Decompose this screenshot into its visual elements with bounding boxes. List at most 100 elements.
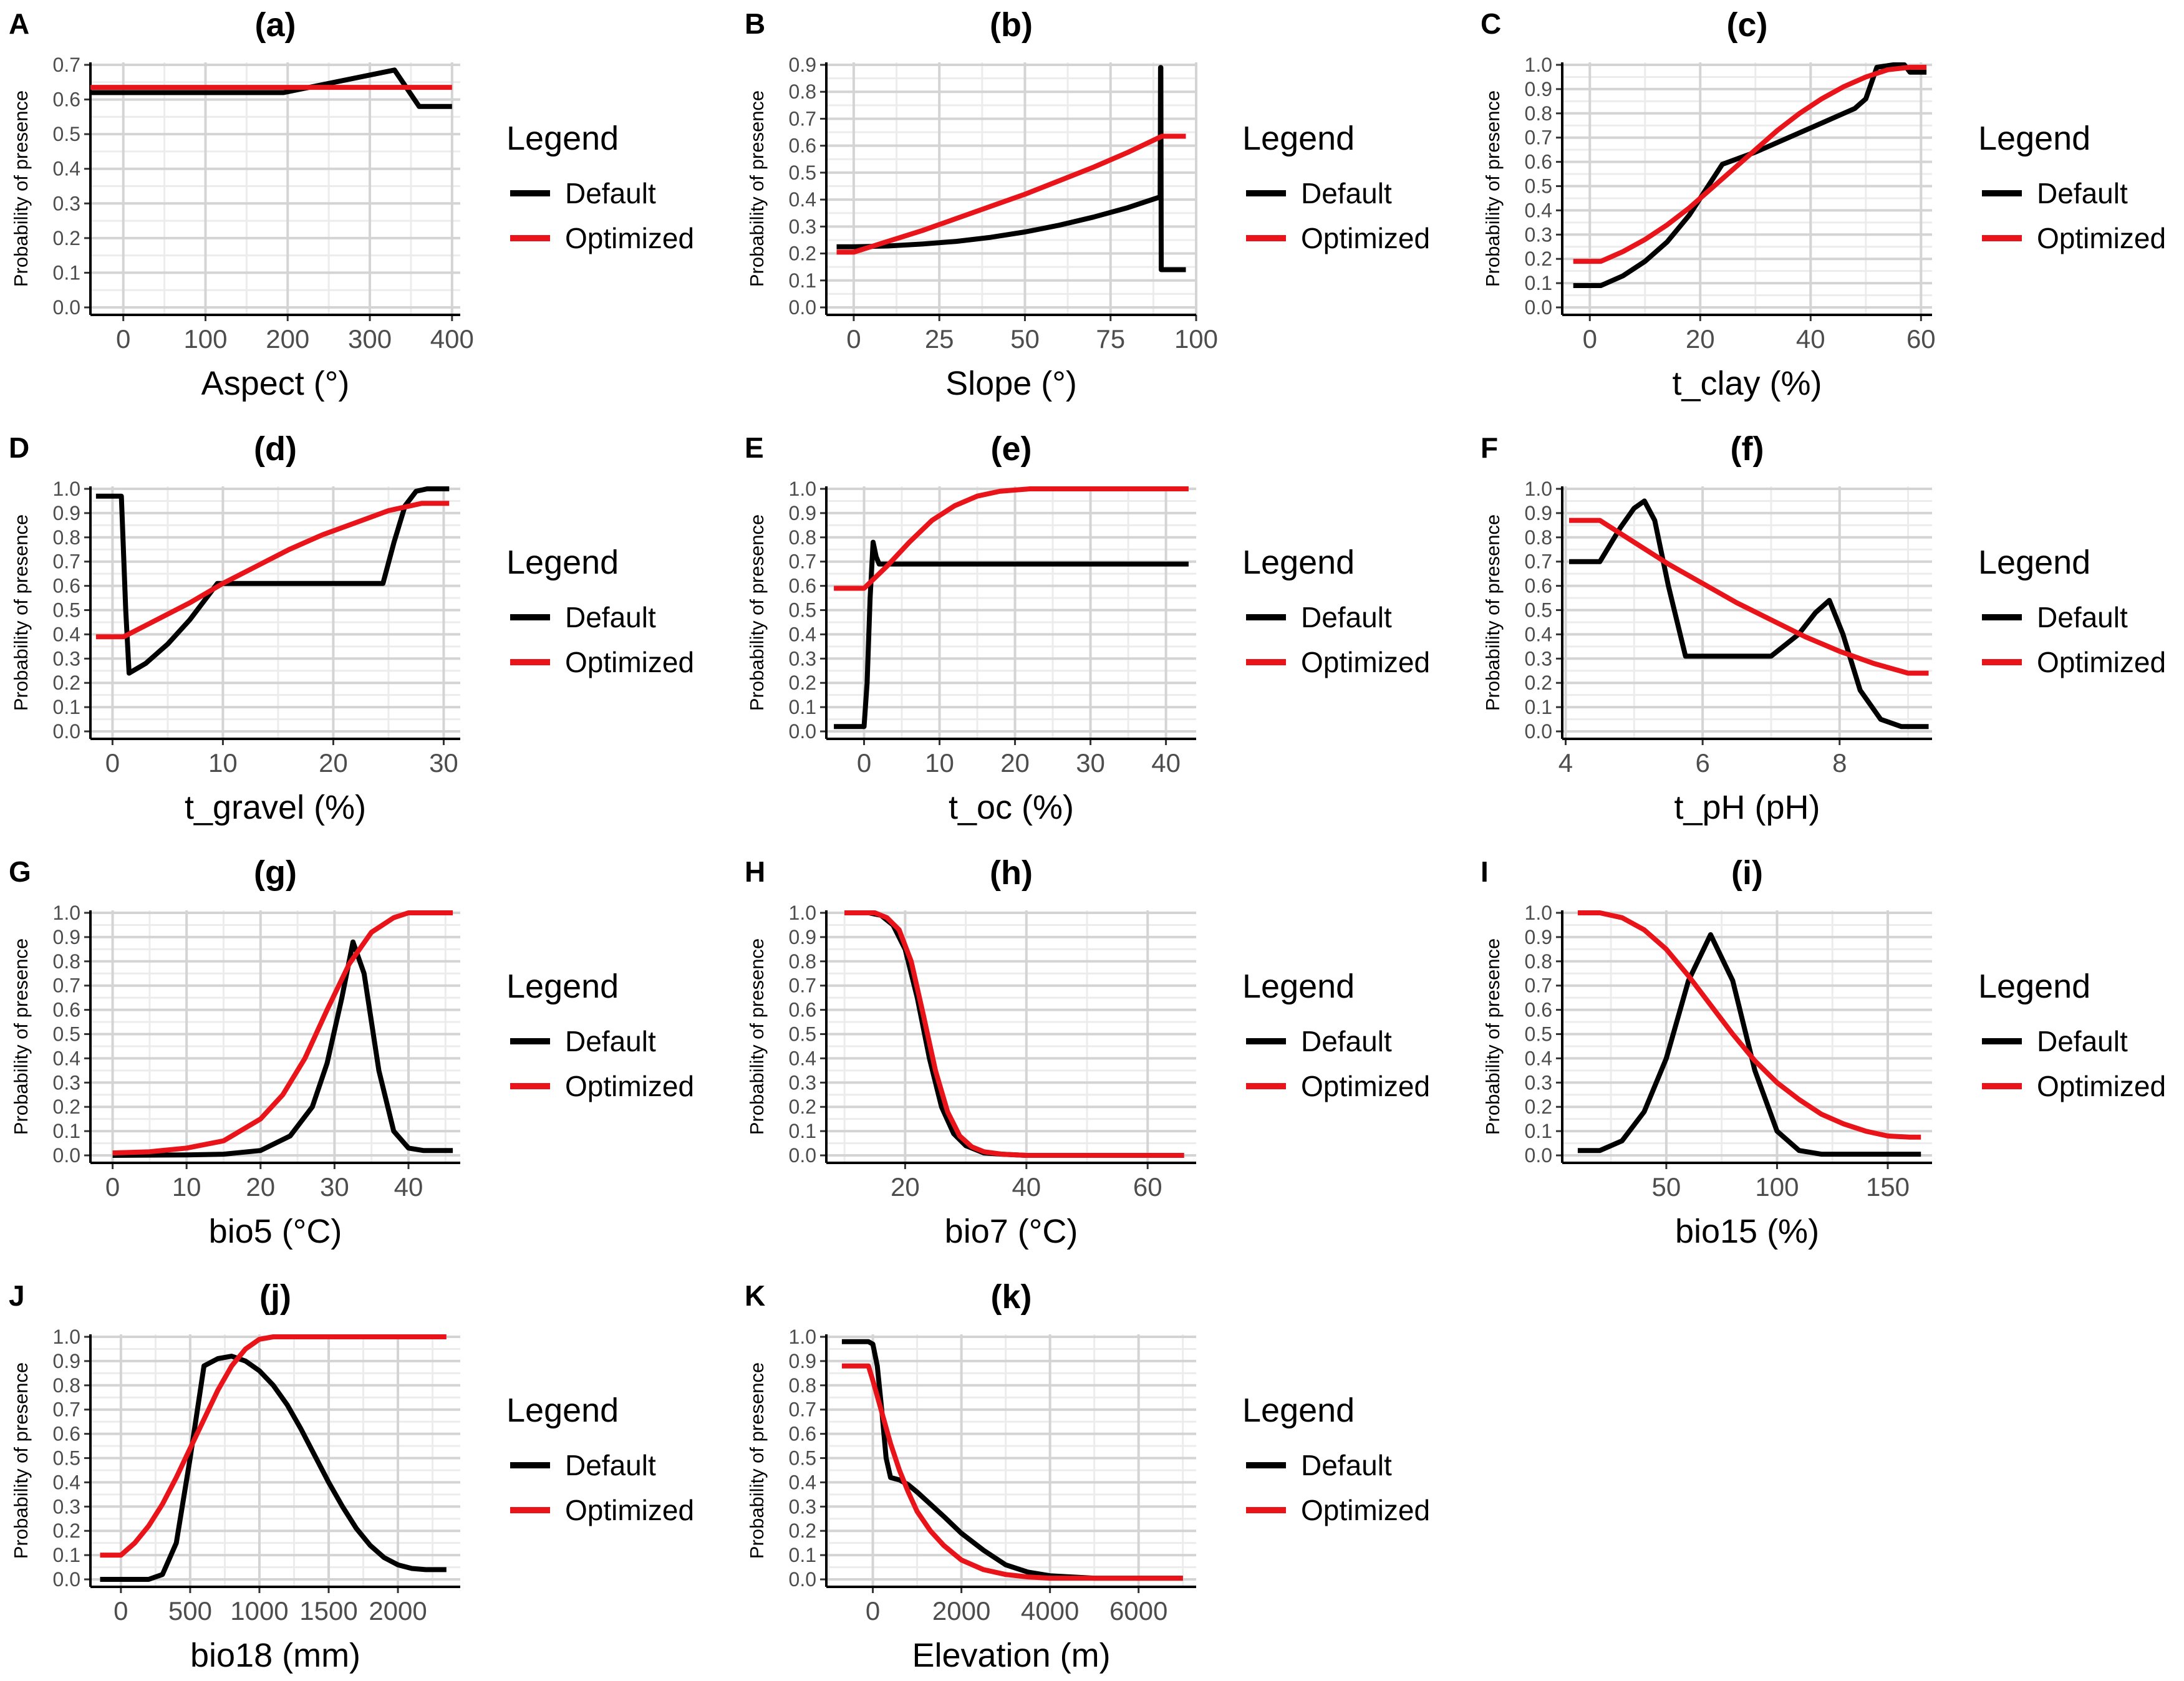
y-tick-label: 0.9: [1525, 926, 1552, 948]
y-axis-label: Probability of presence: [1482, 514, 1504, 711]
legend: Legend Default Optimized: [506, 120, 694, 254]
y-tick-label: 0.1: [1525, 272, 1552, 294]
legend: Legend Default Optimized: [1242, 1392, 1430, 1526]
y-tick-label: 0.8: [789, 80, 816, 103]
x-tick-label: 20: [1000, 748, 1030, 778]
y-tick-label: 0.6: [789, 135, 816, 157]
x-tick-label: 20: [246, 1172, 275, 1202]
x-tick-label: 0: [105, 748, 120, 778]
panel-letter: H: [745, 855, 765, 888]
x-tick-label: 0: [857, 748, 871, 778]
y-tick-label: 0.5: [53, 599, 80, 622]
y-tick-label: 0.0: [1525, 1144, 1552, 1167]
x-tick-label: 0: [105, 1172, 120, 1202]
legend: Legend Default Optimized: [1242, 968, 1430, 1102]
y-axis-label: Probability of presence: [10, 90, 32, 287]
x-tick-label: 150: [1866, 1172, 1910, 1202]
series-line-optimized: [1573, 64, 1927, 264]
y-tick-label: 0.5: [1525, 599, 1552, 622]
x-tick-label: 30: [1076, 748, 1105, 778]
y-tick-label: 0.0: [53, 720, 80, 743]
y-tick-label: 0.4: [789, 188, 816, 211]
y-tick-label: 0.8: [53, 1374, 80, 1397]
x-axis-label: Aspect (°): [201, 365, 350, 402]
y-axis-label: Probability of presence: [10, 514, 32, 711]
legend-label-default: Default: [1301, 1449, 1392, 1481]
y-tick-label: 0.1: [53, 1120, 80, 1142]
series-line-default: [95, 486, 450, 676]
y-tick-label: 0.1: [53, 696, 80, 718]
x-tick-label: 40: [1151, 748, 1181, 778]
y-tick-label: 0.7: [789, 1399, 816, 1421]
y-tick-label: 1.0: [789, 1326, 816, 1348]
y-tick-label: 0.5: [1525, 175, 1552, 198]
y-tick-label: 0.5: [789, 161, 816, 184]
panel-letter: A: [9, 7, 29, 40]
panel-title: (c): [1727, 6, 1768, 44]
y-tick-label: 0.9: [1525, 502, 1552, 524]
y-tick-label: 0.3: [789, 647, 816, 670]
series-line-optimized: [836, 133, 1186, 255]
x-tick-label: 40: [1796, 324, 1825, 354]
series-line-optimized: [844, 910, 1184, 1158]
x-tick-label: 20: [319, 748, 348, 778]
y-tick-label: 0.6: [1525, 575, 1552, 597]
x-tick-label: 25: [925, 324, 954, 354]
panel-letter: F: [1481, 431, 1498, 464]
y-axis-label: Probability of presence: [746, 514, 768, 711]
y-tick-label: 0.5: [1525, 1023, 1552, 1046]
x-tick-label: 0: [116, 324, 130, 354]
x-tick-label: 20: [1686, 324, 1715, 354]
legend-title: Legend: [506, 120, 619, 157]
legend: Legend Default Optimized: [1978, 968, 2166, 1102]
y-tick-label: 0.5: [53, 1023, 80, 1046]
y-tick-label: 0.5: [53, 123, 80, 145]
y-axis-label: Probability of presence: [10, 938, 32, 1135]
y-tick-label: 0.3: [53, 192, 80, 214]
series-line-optimized: [1577, 910, 1921, 1140]
panel-a: 0.0 0.1 0.2 0.3 0.4 0.5 0.6 0.7 0 100 200 300 400 A (a…: [9, 6, 694, 402]
y-tick-label: 0.4: [53, 1047, 80, 1069]
panel-letter: D: [9, 431, 29, 464]
legend-title: Legend: [1978, 544, 2090, 581]
y-tick-label: 0.2: [789, 1096, 816, 1118]
x-tick-label: 50: [1652, 1172, 1681, 1202]
y-tick-label: 1.0: [789, 478, 816, 500]
y-tick-label: 0.1: [789, 269, 816, 292]
panel-e: 0.00.10.20.30.40.50.60.70.80.91.0 0 10 20 30…: [745, 430, 1430, 826]
x-tick-label: 100: [1174, 324, 1218, 354]
x-tick-label: 10: [172, 1172, 201, 1202]
y-tick-label: 0.6: [53, 89, 80, 111]
y-tick-label: 0.5: [53, 1447, 80, 1470]
legend-label-default: Default: [565, 601, 656, 633]
x-tick-label: 4: [1558, 748, 1573, 778]
legend-label-optimized: Optimized: [1301, 1494, 1430, 1526]
y-tick-label: 0.8: [789, 950, 816, 973]
legend: Legend Default Optimized: [506, 968, 694, 1102]
legend-label-optimized: Optimized: [565, 646, 694, 678]
series-line-optimized: [95, 501, 450, 640]
panel-d: 0.00.10.20.30.40.50.60.70.80.91.0 0 10 20 30…: [9, 430, 694, 826]
y-tick-label: 0.1: [53, 261, 80, 284]
x-tick-label: 1500: [299, 1596, 357, 1626]
y-tick-label: 1.0: [53, 902, 80, 924]
panel-letter: J: [9, 1279, 25, 1312]
x-tick-label: 75: [1096, 324, 1125, 354]
y-tick-label: 0.3: [53, 647, 80, 670]
y-tick-label: 0.6: [53, 999, 80, 1021]
panel-b: 0.0 0.1 0.2 0.3 0.4 0.5 0.6 0.7 0.8 0.9 0 25 50 75 100…: [745, 6, 1430, 402]
y-tick-label: 0.2: [53, 672, 80, 694]
y-tick-label: 0.1: [789, 1120, 816, 1142]
x-tick-label: 40: [1012, 1172, 1041, 1202]
y-tick-label: 0.6: [53, 1423, 80, 1445]
legend-title: Legend: [1242, 968, 1355, 1005]
panel-k: 0.00.10.20.30.40.50.60.70.80.91.0 0 2000 40…: [745, 1278, 1430, 1674]
y-tick-label: 1.0: [1525, 478, 1552, 500]
y-tick-label: 0.2: [789, 243, 816, 265]
legend-label-default: Default: [2037, 601, 2128, 633]
panel-title: (i): [1731, 854, 1763, 892]
legend-title: Legend: [1242, 120, 1355, 157]
series-line-default: [841, 1339, 1183, 1581]
x-tick-label: 1000: [230, 1596, 288, 1626]
